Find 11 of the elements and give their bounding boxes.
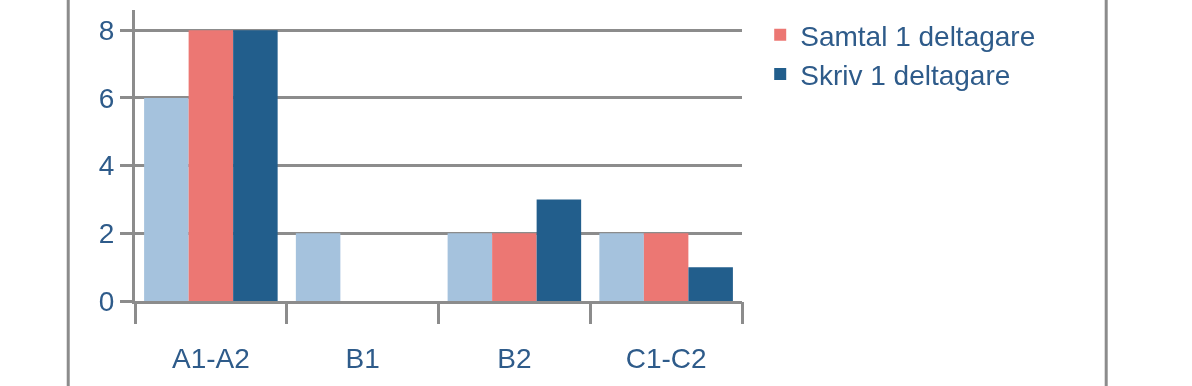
x-tick-label: A1-A2 bbox=[171, 342, 250, 374]
y-tick-label: 4 bbox=[98, 150, 115, 182]
legend-label: Samtal 1 deltagare bbox=[800, 20, 1036, 52]
y-tick-label: 6 bbox=[98, 82, 115, 114]
x-tick-label: C1-C2 bbox=[625, 342, 707, 374]
x-tick-label: B2 bbox=[497, 342, 532, 374]
y-tick-label: 2 bbox=[98, 218, 115, 250]
y-tick-label: 0 bbox=[98, 285, 115, 317]
legend-label: Skriv 1 deltagare bbox=[800, 60, 1011, 92]
x-tick-label: B1 bbox=[345, 342, 380, 374]
y-tick-label: 8 bbox=[98, 15, 115, 47]
